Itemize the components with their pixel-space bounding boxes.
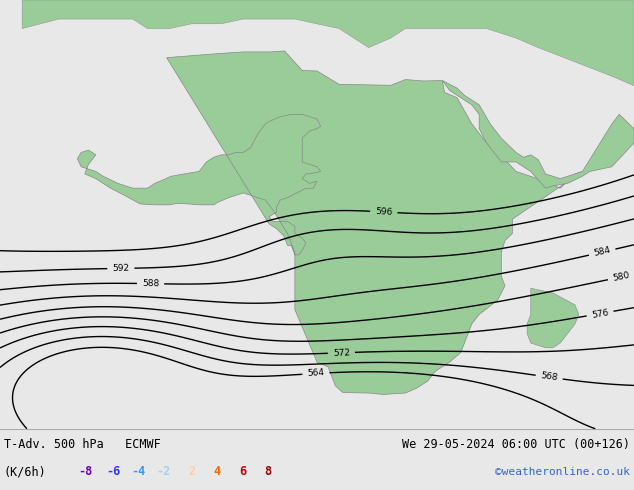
Text: 572: 572 bbox=[333, 348, 350, 358]
Text: -6: -6 bbox=[106, 465, 120, 478]
Text: 592: 592 bbox=[112, 264, 129, 273]
Text: 568: 568 bbox=[540, 371, 559, 383]
Polygon shape bbox=[527, 288, 579, 348]
Text: 596: 596 bbox=[375, 207, 392, 217]
Text: 564: 564 bbox=[307, 368, 325, 378]
Text: -8: -8 bbox=[78, 465, 92, 478]
Text: -2: -2 bbox=[156, 465, 170, 478]
Text: 6: 6 bbox=[240, 465, 247, 478]
Text: We 29-05-2024 06:00 UTC (00+126): We 29-05-2024 06:00 UTC (00+126) bbox=[402, 438, 630, 451]
Text: ©weatheronline.co.uk: ©weatheronline.co.uk bbox=[495, 466, 630, 477]
Text: 576: 576 bbox=[591, 308, 609, 319]
Text: 4: 4 bbox=[214, 465, 221, 478]
Text: 588: 588 bbox=[142, 279, 159, 288]
Text: -4: -4 bbox=[131, 465, 145, 478]
Polygon shape bbox=[22, 0, 634, 86]
Text: 2: 2 bbox=[188, 465, 195, 478]
Text: T-Adv. 500 hPa   ECMWF: T-Adv. 500 hPa ECMWF bbox=[4, 438, 161, 451]
Text: 580: 580 bbox=[612, 271, 631, 283]
Polygon shape bbox=[443, 80, 634, 188]
Text: 8: 8 bbox=[264, 465, 271, 478]
Polygon shape bbox=[77, 51, 583, 394]
Text: (K/6h): (K/6h) bbox=[4, 465, 47, 478]
Text: 584: 584 bbox=[593, 246, 612, 258]
